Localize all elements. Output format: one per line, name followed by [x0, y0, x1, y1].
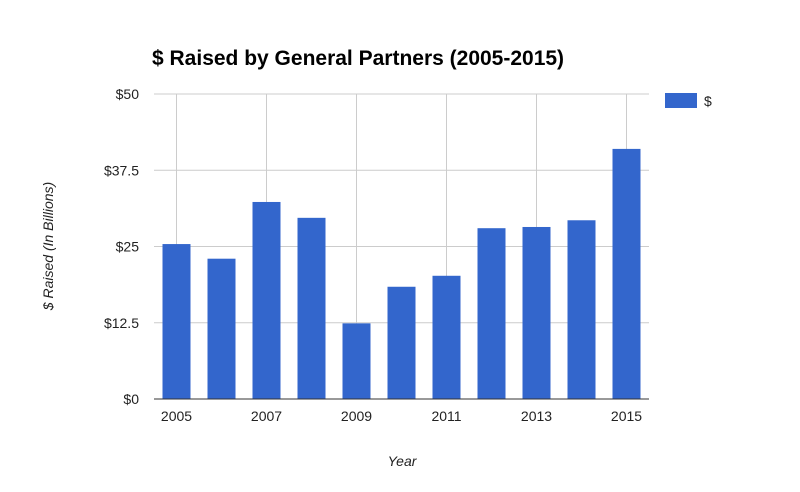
y-axis-ticks: $0 $12.5 $25 $37.5 $50 — [104, 86, 139, 407]
bars — [162, 148, 641, 399]
y-tick-label: $25 — [116, 239, 140, 255]
x-tick-label: 2009 — [341, 408, 372, 424]
x-axis-label: Year — [388, 453, 418, 469]
bar-2012 — [477, 228, 506, 399]
y-tick-label: $37.5 — [104, 162, 139, 178]
bar-2006 — [207, 258, 236, 399]
y-tick-label: $0 — [123, 391, 139, 407]
legend-label: $ — [704, 93, 712, 109]
x-tick-label: 2007 — [251, 408, 282, 424]
y-tick-label: $50 — [116, 86, 140, 102]
bar-2007 — [252, 201, 281, 399]
bar-2010 — [387, 286, 416, 399]
bar-2015 — [612, 148, 641, 399]
x-tick-label: 2005 — [161, 408, 192, 424]
bar-2005 — [162, 244, 191, 399]
bar-2013 — [522, 226, 551, 399]
bar-2014 — [567, 220, 596, 399]
bar-2009 — [342, 323, 371, 399]
x-tick-label: 2011 — [431, 408, 461, 424]
x-tick-label: 2015 — [611, 408, 642, 424]
chart-title: $ Raised by General Partners (2005-2015) — [152, 47, 564, 70]
legend: $ — [665, 93, 712, 109]
x-axis-ticks: 2005 2007 2009 2011 2013 2015 — [161, 408, 642, 424]
legend-swatch — [665, 93, 697, 108]
bar-2008 — [297, 217, 326, 399]
x-tick-label: 2013 — [521, 408, 552, 424]
y-axis-label: $ Raised (In Billions) — [40, 182, 56, 311]
y-tick-label: $12.5 — [104, 315, 139, 331]
bar-2011 — [432, 275, 461, 399]
